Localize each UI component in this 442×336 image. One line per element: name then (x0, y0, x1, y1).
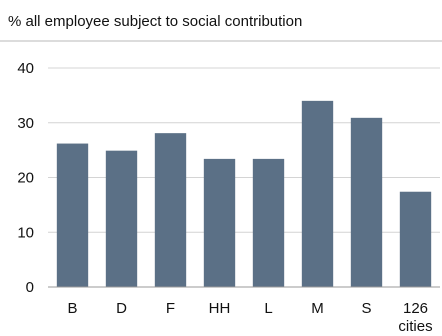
bar (105, 150, 138, 287)
bars (56, 100, 432, 287)
bar (154, 133, 187, 287)
x-category-label: B (67, 300, 77, 317)
y-tick-label: 30 (17, 115, 34, 132)
x-category-label: 126 cities (398, 300, 432, 335)
x-category-label: D (116, 300, 127, 317)
x-category-label: M (311, 300, 324, 317)
bar (350, 117, 383, 287)
bar (56, 143, 89, 287)
x-category-label: S (361, 300, 371, 317)
bar (301, 100, 334, 287)
bar (399, 191, 432, 287)
y-tick-label: 20 (17, 170, 34, 187)
y-tick-label: 0 (26, 279, 34, 296)
x-axis-categories: B D F HH L M S 126 cities (67, 300, 432, 335)
bar (203, 158, 236, 287)
chart-title: % all employee subject to social contrib… (8, 13, 302, 30)
y-tick-label: 40 (17, 60, 34, 77)
bar (252, 158, 285, 287)
x-category-label: L (264, 300, 272, 317)
y-axis-ticks: 0 10 20 30 40 (17, 60, 34, 296)
y-tick-label: 10 (17, 224, 34, 241)
x-category-label: F (166, 300, 175, 317)
x-category-label: HH (209, 300, 231, 317)
